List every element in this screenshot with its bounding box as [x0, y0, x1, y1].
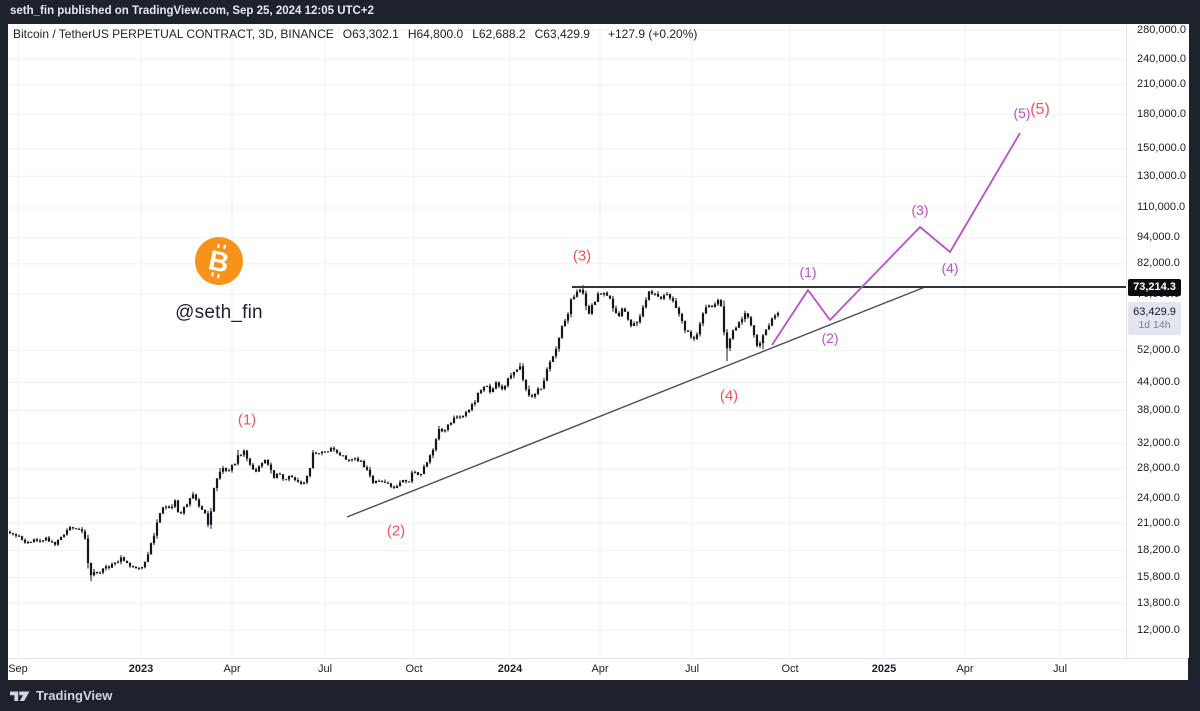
watermark-handle: @seth_fin: [175, 302, 263, 323]
bitcoin-logo-icon: B: [195, 237, 243, 285]
time-tick-label: Apr: [591, 663, 609, 675]
price-tick-label: 38,000.0: [1137, 403, 1180, 416]
price-tick-label: 52,000.0: [1137, 344, 1180, 357]
resistance-price-value: 73,214.3: [1133, 281, 1176, 293]
share-header-text: seth_fin published on TradingView.com, S…: [10, 5, 374, 17]
price-tick-label: 150,000.0: [1137, 142, 1186, 155]
wave-label-projected: (4): [941, 260, 959, 276]
price-tick-label: 28,000.0: [1137, 462, 1180, 475]
price-tick-label: 280,000.0: [1137, 23, 1186, 36]
ohlc-l: L62,688.2: [472, 27, 526, 41]
price-tick-label: 32,000.0: [1137, 436, 1180, 449]
time-tick-label: 2025: [871, 663, 897, 675]
tradingview-brand[interactable]: TradingView: [36, 688, 113, 703]
elliott-wave-projection: [771, 132, 1021, 346]
time-tick-label: Jul: [1052, 663, 1068, 675]
wave-label-historical: (5): [1030, 101, 1050, 118]
watermark: B @seth_fin: [149, 237, 289, 324]
candlestick-series: [8, 285, 780, 582]
time-tick-label: Apr: [956, 663, 974, 675]
time-tick-label: Sep: [8, 663, 28, 675]
time-tick-label: 2024: [497, 663, 523, 675]
wave-label-historical: (4): [719, 387, 739, 405]
share-header: seth_fin published on TradingView.com, S…: [0, 0, 1200, 23]
time-tick-label: 2023: [128, 663, 154, 675]
price-tick-label: 240,000.0: [1137, 52, 1186, 65]
support-trendline: [346, 286, 926, 518]
wave-label-historical: (1): [237, 411, 257, 429]
wave-label-historical: (2): [386, 522, 406, 540]
drawing-lines[interactable]: [346, 132, 1126, 518]
price-tick-label: 82,000.0: [1137, 257, 1180, 270]
price-tick-label: 44,000.0: [1137, 376, 1180, 389]
price-tick-label: 15,800.0: [1137, 571, 1180, 584]
footer-bar: TradingView: [0, 680, 1200, 711]
price-tick-label: 12,000.0: [1137, 623, 1180, 636]
time-axis[interactable]: Sep 2023 Apr Jul Oct 2024 Apr Jul Oct 2025 Apr Jul: [8, 658, 1188, 681]
price-tick-label: 180,000.0: [1137, 107, 1186, 120]
price-tick-label: 94,000.0: [1137, 231, 1180, 244]
resistance-price-badge: 73,214.3: [1128, 278, 1181, 296]
time-tick-label: Oct: [405, 663, 423, 675]
change-value: +127.9 (+0.20%): [607, 27, 698, 41]
ohlc-values: O63,302.1 H64,800.0 L62,688.2 C63,429.9: [343, 27, 599, 41]
time-tick-label: Jul: [317, 663, 333, 675]
candle-countdown: 1d 14h: [1138, 318, 1171, 331]
price-tick-label: 24,000.0: [1137, 491, 1180, 504]
price-tick-label: 210,000.0: [1137, 78, 1186, 91]
last-price-badge: 63,429.9 1d 14h: [1128, 302, 1181, 335]
time-tick-label: Apr: [223, 663, 241, 675]
price-tick-label: 21,000.0: [1137, 516, 1180, 529]
symbol-legend: Bitcoin / TetherUS PERPETUAL CONTRACT, 3…: [13, 27, 706, 41]
chart-panel: [8, 24, 1188, 680]
wave-label-projected: (2): [821, 330, 839, 346]
ohlc-o: O63,302.1: [342, 27, 399, 41]
wave-label-projected: (5): [1013, 105, 1031, 121]
wave-label-projected: (3): [911, 202, 929, 218]
price-tick-label: 18,200.0: [1137, 544, 1180, 557]
wave-label-projected: (1): [799, 264, 817, 280]
price-tick-label: 130,000.0: [1137, 169, 1186, 182]
time-tick-label: Oct: [781, 663, 799, 675]
time-tick-label: Jul: [684, 663, 700, 675]
symbol-title[interactable]: Bitcoin / TetherUS PERPETUAL CONTRACT, 3…: [13, 27, 334, 41]
last-price-value: 63,429.9: [1133, 305, 1176, 318]
tradingview-logo-icon[interactable]: [10, 689, 30, 703]
grid-lines: [8, 24, 1126, 658]
price-tick-label: 13,800.0: [1137, 596, 1180, 609]
wave-label-historical: (3): [572, 247, 592, 265]
ohlc-h: H64,800.0: [407, 27, 464, 41]
price-axis[interactable]: 280,000.0 240,000.0 210,000.0 180,000.0 150,…: [1126, 24, 1189, 658]
price-tick-label: 110,000.0: [1137, 201, 1186, 214]
ohlc-c: C63,429.9: [534, 27, 590, 41]
